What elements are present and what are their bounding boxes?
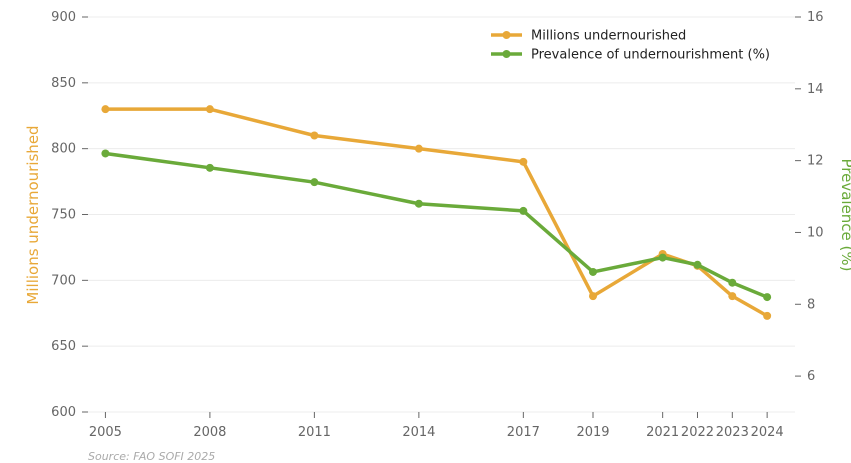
gridlines bbox=[88, 16, 795, 413]
x-tick-label: 2021 bbox=[646, 425, 679, 440]
data-point bbox=[414, 144, 423, 153]
data-point bbox=[205, 163, 214, 172]
x-tick-label: 2005 bbox=[89, 425, 122, 440]
y-tick-label: 600 bbox=[51, 405, 76, 420]
series-line-1 bbox=[103, 151, 769, 299]
data-point bbox=[310, 131, 319, 140]
legend: Millions undernourished Prevalence of und… bbox=[491, 29, 770, 63]
y2-tick-label: 16 bbox=[807, 10, 824, 25]
data-point bbox=[101, 105, 110, 114]
y2-tick-label: 8 bbox=[807, 297, 815, 312]
series-line-0 bbox=[103, 107, 769, 318]
y-tick-label: 850 bbox=[51, 76, 76, 91]
x-tick-label: 2024 bbox=[751, 425, 784, 440]
axes: 600 650 700 750 800 850 900 6 8 10 12 14 16 2005 2008 2… bbox=[51, 10, 823, 440]
legend-label: Millions undernourished bbox=[531, 29, 686, 44]
data-point bbox=[763, 311, 772, 320]
y-tick-label: 800 bbox=[51, 142, 76, 157]
data-point bbox=[693, 260, 702, 269]
data-point bbox=[519, 206, 528, 215]
legend-label: Prevalence of undernourishment (%) bbox=[531, 48, 770, 63]
data-point bbox=[763, 293, 772, 302]
source-note: Source: FAO SOFI 2025 bbox=[88, 450, 215, 463]
y-axis-title: Millions undernourished bbox=[24, 125, 42, 304]
y2-tick-label: 12 bbox=[807, 154, 824, 169]
y2-tick-label: 14 bbox=[807, 82, 824, 97]
x-tick-label: 2014 bbox=[402, 425, 435, 440]
x-tick-label: 2017 bbox=[507, 425, 540, 440]
series bbox=[101, 105, 772, 320]
y2-axis-title: Prevalence (%) bbox=[838, 158, 851, 271]
data-point bbox=[310, 178, 319, 187]
y2-tick-label: 6 bbox=[807, 369, 815, 384]
x-tick-label: 2022 bbox=[681, 425, 714, 440]
y-tick-label: 650 bbox=[51, 339, 76, 354]
x-tick-label: 2019 bbox=[576, 425, 609, 440]
data-point bbox=[101, 149, 110, 158]
y-tick-label: 900 bbox=[51, 10, 76, 25]
y2-tick-label: 10 bbox=[807, 225, 824, 240]
legend-swatch-marker bbox=[502, 50, 511, 58]
x-tick-label: 2011 bbox=[298, 425, 331, 440]
data-point bbox=[589, 267, 597, 276]
x-tick-label: 2008 bbox=[193, 425, 226, 440]
data-point bbox=[414, 199, 423, 208]
legend-swatch-marker bbox=[502, 31, 511, 39]
data-point bbox=[658, 253, 667, 262]
y-tick-label: 700 bbox=[51, 273, 76, 288]
data-point bbox=[728, 278, 737, 287]
data-point bbox=[589, 292, 597, 301]
data-point bbox=[519, 157, 528, 166]
y-tick-label: 750 bbox=[51, 208, 76, 223]
x-tick-label: 2023 bbox=[716, 425, 749, 440]
data-point bbox=[728, 292, 737, 301]
data-point bbox=[205, 105, 214, 114]
